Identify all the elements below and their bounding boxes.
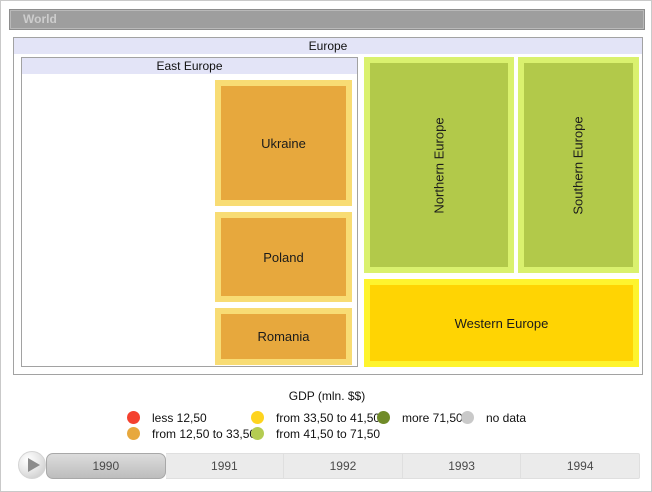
timeline-year-1992[interactable]: 1992	[284, 453, 403, 479]
breadcrumb-world[interactable]: World	[9, 9, 645, 30]
legend-label: from 41,50 to 71,50	[276, 426, 381, 441]
legend-swatch-red	[127, 411, 140, 424]
timeline-year-1994[interactable]: 1994	[521, 453, 640, 479]
legend-label: from 33,50 to 41,50	[276, 410, 381, 425]
legend-label: no data	[486, 410, 527, 425]
treemap-node-southern-europe[interactable]: Southern Europe	[518, 57, 639, 273]
legend-item-41-50-to-71-50[interactable]: from 41,50 to 71,50	[251, 426, 380, 441]
legend-item-33-50-to-41-50[interactable]: from 33,50 to 41,50	[251, 410, 380, 425]
legend-title: GDP (mln. $$)	[288, 389, 366, 403]
treemap-node-southern-europe-label: Southern Europe	[570, 115, 586, 215]
legend-label: less 12,50	[152, 410, 207, 425]
treemap-group-header-europe[interactable]: Europe	[14, 38, 642, 54]
treemap-node-ukraine[interactable]: Ukraine	[215, 80, 352, 206]
treemap-node-northern-europe-label: Northern Europe	[431, 116, 447, 214]
treemap-node-romania[interactable]: Romania	[215, 308, 352, 365]
treemap-node-poland-label: Poland	[263, 249, 304, 265]
treemap-node-poland[interactable]: Poland	[215, 212, 352, 302]
legend-swatch-yellow	[251, 411, 264, 424]
play-icon	[28, 458, 40, 472]
legend-label: from 12,50 to 33,50	[152, 426, 257, 441]
timeline-play-button[interactable]	[18, 451, 46, 479]
legend-item-no-data[interactable]: no data	[461, 410, 526, 425]
treemap-node-romania-label: Romania	[257, 329, 310, 344]
timeline: 1990 1991 1992 1993 1994	[46, 453, 640, 479]
treemap-group-header-east-europe[interactable]: East Europe	[22, 58, 357, 74]
legend-swatch-dark-green	[377, 411, 390, 424]
timeline-year-1993[interactable]: 1993	[402, 453, 522, 479]
treemap-node-western-europe[interactable]: Western Europe	[364, 279, 639, 367]
treemap-node-western-europe-label: Western Europe	[454, 315, 549, 331]
legend-label: more 71,50	[402, 410, 463, 425]
legend-item-less-12-50[interactable]: less 12,50	[127, 410, 207, 425]
legend-item-12-50-to-33-50[interactable]: from 12,50 to 33,50	[127, 426, 256, 441]
legend-swatch-gray	[461, 411, 474, 424]
legend-swatch-light-green	[251, 427, 264, 440]
breadcrumb-world-label: World	[23, 12, 57, 26]
legend-item-more-71-50[interactable]: more 71,50	[377, 410, 463, 425]
treemap-node-northern-europe[interactable]: Northern Europe	[364, 57, 514, 273]
timeline-year-1990[interactable]: 1990	[46, 453, 166, 479]
timeline-year-1991[interactable]: 1991	[165, 453, 285, 479]
legend-swatch-orange	[127, 427, 140, 440]
treemap-node-ukraine-label: Ukraine	[261, 135, 306, 151]
